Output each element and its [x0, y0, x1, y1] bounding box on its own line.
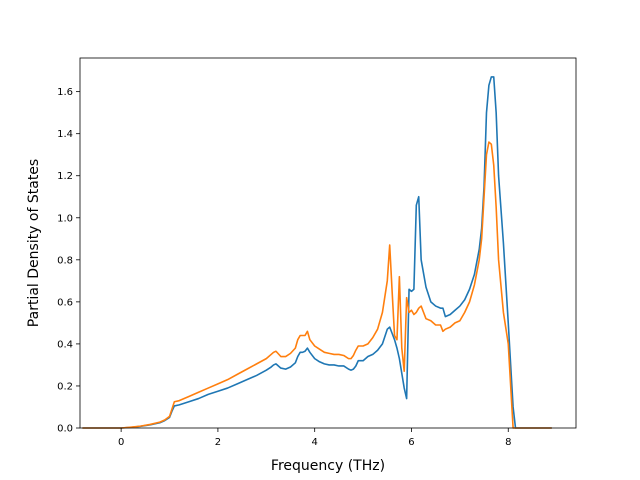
y-axis-ticks: 0.0 0.2 0.4 0.6 0.8 1.0 1.2 1.4 1.6 — [57, 87, 80, 435]
y-tick-label: 0.4 — [57, 339, 73, 350]
x-tick-label: 2 — [215, 437, 221, 448]
y-tick-label: 1.6 — [57, 87, 73, 98]
x-tick-label: 8 — [505, 437, 511, 448]
x-axis-title: Frequency (THz) — [271, 458, 385, 474]
y-tick-label: 1.0 — [57, 213, 73, 224]
x-tick-label: 6 — [408, 437, 414, 448]
y-tick-label: 1.4 — [57, 129, 73, 140]
x-tick-label: 4 — [312, 437, 318, 448]
y-tick-label: 0.2 — [57, 381, 73, 392]
y-axis-title: Partial Density of States — [26, 159, 42, 327]
y-tick-label: 0.0 — [57, 424, 73, 435]
y-tick-label: 0.8 — [57, 255, 73, 266]
series-line-2 — [82, 141, 552, 429]
x-tick-label: 0 — [118, 437, 124, 448]
y-tick-label: 0.6 — [57, 297, 73, 308]
plot-frame — [79, 57, 577, 429]
y-tick-label: 1.2 — [57, 171, 73, 182]
plot-background — [80, 58, 576, 428]
series-layer — [82, 76, 552, 429]
series-line-1 — [82, 76, 552, 429]
x-axis-ticks: 0 2 4 6 8 — [118, 428, 511, 448]
